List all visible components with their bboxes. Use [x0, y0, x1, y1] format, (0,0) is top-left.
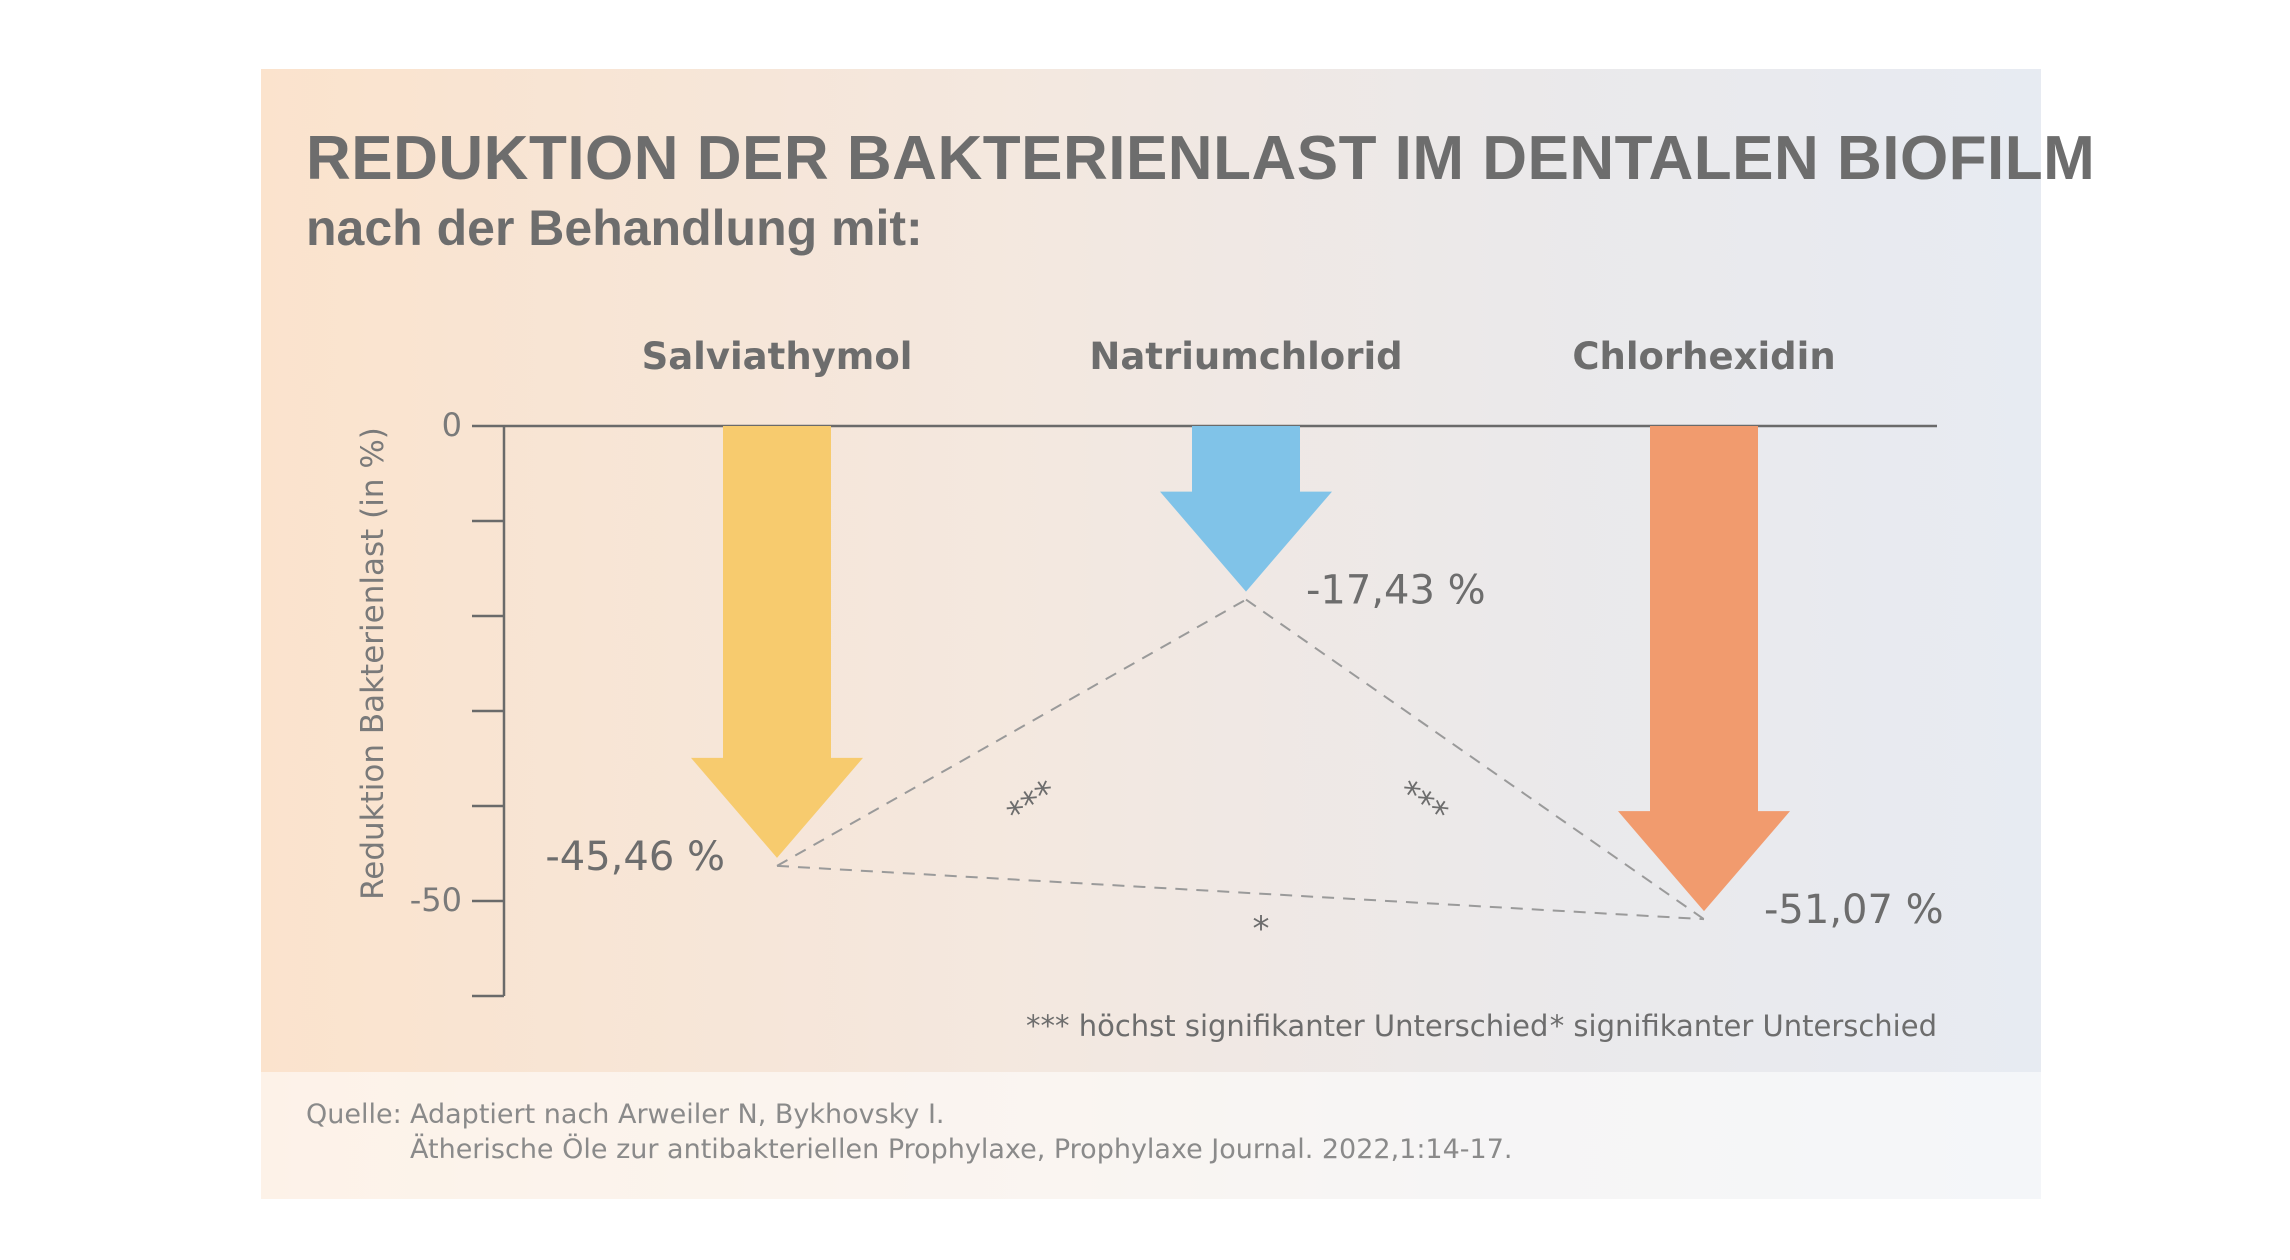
significance-connector [776, 864, 1705, 921]
source-citation-line-2: Ätherische Öle zur antibakteriellen Prop… [410, 1134, 1513, 1165]
significance-connector [776, 598, 1247, 867]
significance-marker: *** [1390, 772, 1455, 834]
chart-title: REDUKTION DER BAKTERIENLAST IM DENTALEN … [306, 124, 2096, 193]
source-citation-line-1: Adaptiert nach Arweiler N, Bykhovsky I. [410, 1099, 945, 1130]
chart-subtitle: nach der Behandlung mit: [306, 200, 923, 256]
significance-marker: * [1253, 909, 1270, 949]
y-tick-label: -50 [410, 881, 462, 919]
arrow-salviathymol [691, 426, 863, 858]
y-tick-label: 0 [442, 406, 462, 444]
value-label-chlorhexidin: -51,07 % [1764, 887, 1944, 933]
source-label: Quelle: [306, 1099, 402, 1130]
source-footer [261, 1072, 2041, 1199]
value-label-salviathymol: -45,46 % [545, 834, 725, 880]
category-label-natriumchlorid: Natriumchlorid [1089, 335, 1402, 378]
legend-significant: * signifikanter Unterschied [1550, 1009, 1937, 1043]
value-label-natriumchlorid: -17,43 % [1306, 568, 1486, 614]
category-label-chlorhexidin: Chlorhexidin [1572, 335, 1835, 378]
legend-highly-significant: *** höchst signifikanter Unterschied [1026, 1009, 1548, 1043]
significance-marker: *** [1000, 772, 1065, 834]
infographic-card: REDUKTION DER BAKTERIENLAST IM DENTALEN … [261, 69, 2095, 1199]
arrow-chlorhexidin [1618, 426, 1790, 912]
arrow-natriumchlorid [1160, 426, 1332, 592]
category-label-salviathymol: Salviathymol [642, 335, 913, 378]
y-axis-label: Reduktion Bakterienlast (in %) [355, 427, 391, 900]
significance-connector [1245, 598, 1705, 920]
